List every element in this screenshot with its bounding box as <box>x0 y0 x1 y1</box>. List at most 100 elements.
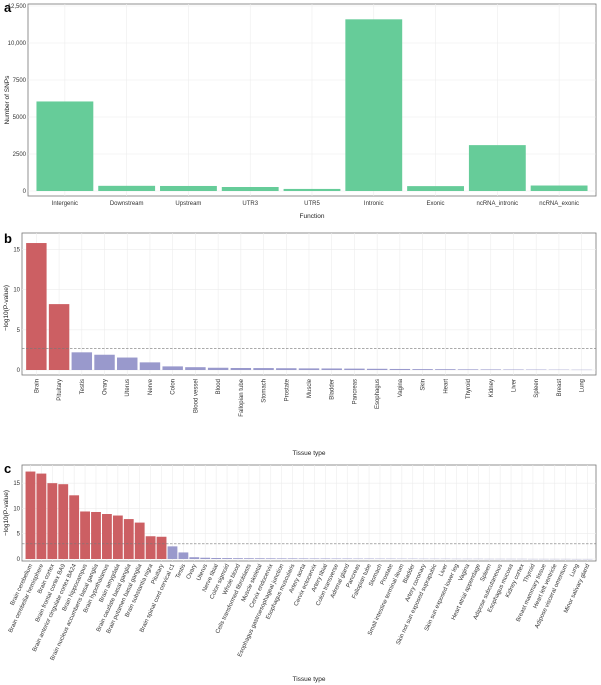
panel-c-y-tick-label: 10 <box>13 506 20 512</box>
panel-c-bar <box>58 484 69 559</box>
panel-b-x-tick-label: Ovary <box>103 379 109 395</box>
panel-b-x-tick-label: Prostate <box>284 378 290 401</box>
panel-b-bar <box>344 368 365 370</box>
panel-a-bar <box>221 187 279 191</box>
panel-a-y-axis-title: Number of SNPs <box>4 75 11 125</box>
panel-b-bar <box>117 357 138 370</box>
panel-b-y-axis-title: −log10(P-value) <box>3 285 10 331</box>
panel-a-y-tick-label: 7500 <box>13 78 27 84</box>
panel-b-bar <box>71 352 93 370</box>
panel-a-x-tick-label: ncRNA_exonic <box>539 201 579 207</box>
panel-b-bar <box>94 354 115 370</box>
panel-a-x-tick-label: Downstream <box>110 201 144 207</box>
panel-b-x-tick-label: Vagina <box>398 378 404 397</box>
panel-c-bar <box>309 558 320 559</box>
panel-c-x-tick-label: Liver <box>438 563 449 577</box>
panel-a-y-tick-label: 10,000 <box>8 41 27 47</box>
panel-b-x-tick-label: Muscle <box>307 378 313 398</box>
panel-c-x-tick-label: Testis <box>175 563 187 579</box>
panel-a-x-tick-label: Intronic <box>364 201 384 207</box>
panel-c-bar <box>156 536 167 559</box>
panel-b-letter: b <box>4 231 12 246</box>
panel-a-letter: a <box>4 0 12 15</box>
panel-c-bar <box>80 511 90 559</box>
panel-b-x-tick-label: Esophagus <box>375 379 381 409</box>
panel-c-bar <box>112 515 123 559</box>
panel-b-y-tick-label: 5 <box>17 328 21 334</box>
panel-c-bar <box>145 536 156 559</box>
panel-c-bar <box>91 511 101 559</box>
panel-c-bar <box>102 514 112 559</box>
panel-b-y-tick-label: 15 <box>13 247 20 253</box>
panel-b-x-tick-label: Liver <box>511 379 517 392</box>
panel-c-bar <box>211 557 222 559</box>
panel-b-x-tick-label: Pancreas <box>352 379 358 404</box>
panel-c-bar <box>244 558 254 559</box>
panel-b-bar <box>412 369 433 370</box>
panel-a-x-tick-label: UTR3 <box>242 201 258 207</box>
panel-b-x-tick-label: Colon <box>171 379 177 395</box>
panel-b-x-tick-label: Bladder <box>330 379 336 400</box>
panel-c-bar <box>254 558 265 559</box>
panel-c-bar <box>47 483 58 559</box>
panel-b-bar <box>276 368 297 370</box>
panel-a-bar <box>407 186 464 191</box>
panel-b-bar <box>207 367 229 370</box>
panel-a-bar <box>468 145 526 191</box>
panel-b-x-tick-label: Pituitary <box>57 379 63 401</box>
panel-b-x-tick-label: Brain <box>34 379 40 393</box>
panel-b-bar <box>389 368 411 370</box>
panel-b-bar <box>457 369 479 370</box>
panel-b-x-tick-label: Blood <box>216 379 222 394</box>
panel-a-bar <box>283 188 341 191</box>
panel-c-bar <box>134 522 145 559</box>
panel-a-y-tick-label: 12,500 <box>8 4 27 10</box>
panel-c-x-tick-label: Lung <box>569 563 580 578</box>
panel-c-bar <box>178 552 189 559</box>
panel-b-chart: b 0 5 10 15 Brain Pituitary Testis Ovary Uterus N… <box>3 231 597 457</box>
panel-a-y-tick-label: 5000 <box>13 115 27 121</box>
panel-b-bar <box>230 367 252 370</box>
panel-c-bar <box>200 557 211 559</box>
panel-c-bar <box>189 557 200 559</box>
panel-b-x-axis-title: Tissue type <box>293 450 326 457</box>
panel-c-bar <box>167 546 178 559</box>
panel-b-x-tick-label: Thyroid <box>466 379 472 399</box>
panel-b-bar <box>435 369 456 370</box>
panel-a-x-axis-title: Function <box>300 213 325 220</box>
panel-a-y-tick-label: 0 <box>23 189 27 195</box>
panel-c-bar <box>320 558 331 559</box>
panel-c-y-axis-title: −log10(P-value) <box>3 490 10 536</box>
panel-a-x-tick-label: ncRNA_intronic <box>476 201 518 207</box>
panel-a-bar <box>160 185 217 191</box>
panel-c-bar <box>69 495 80 559</box>
panel-b-x-tick-label: Lung <box>580 379 586 392</box>
panel-c-bar <box>36 473 47 559</box>
panel-b-x-tick-label: Testis <box>80 379 86 394</box>
panel-b-bar <box>298 368 320 370</box>
panel-b-x-tick-label: Nerve <box>148 378 154 395</box>
panel-b-bar <box>139 362 161 370</box>
panel-a-x-tick-label: UTR5 <box>304 201 320 207</box>
panel-c-bar <box>298 558 309 559</box>
panel-b-bar <box>48 304 70 370</box>
panel-b-bar <box>185 367 206 370</box>
panel-c-bar <box>222 558 232 559</box>
panel-b-x-tick-label: Stomach <box>262 379 268 403</box>
panel-b-x-tick-label: Uterus <box>125 379 131 397</box>
panel-b-y-tick-label: 10 <box>13 288 20 294</box>
panel-a-x-tick-label: Exonic <box>427 201 445 207</box>
panel-c-bar <box>287 558 298 559</box>
panel-c-letter: c <box>4 461 11 476</box>
panel-c-x-axis-title: Tissue type <box>293 676 326 683</box>
panel-a-bar <box>345 19 403 191</box>
panel-a-x-tick-label: Upstream <box>175 201 201 207</box>
panel-b-x-tick-label: Heart <box>443 379 449 394</box>
panel-a-bar <box>530 185 588 191</box>
panel-c-bar <box>276 558 287 559</box>
panel-b-x-tick-label: Spleen <box>534 379 540 398</box>
panel-b-bar <box>480 369 501 370</box>
panel-b-bar <box>26 243 47 370</box>
panel-a-y-tick-label: 2500 <box>13 152 27 158</box>
